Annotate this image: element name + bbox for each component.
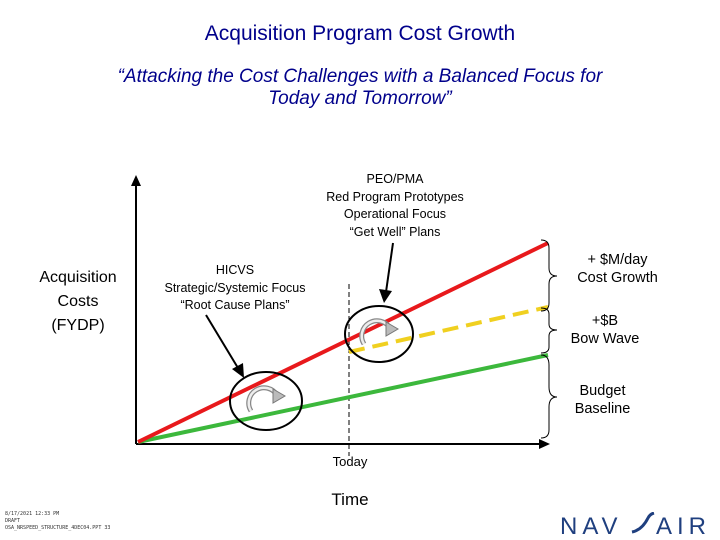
budget-baseline-line bbox=[137, 353, 549, 444]
slide-footer: 8/17/2021 12:33 PM DRAFT OSA_NRSPEED_STR… bbox=[5, 511, 110, 532]
brace-label-line: +$B bbox=[591, 313, 619, 329]
annotation-line: Strategic/Systemic Focus bbox=[164, 280, 306, 295]
peo-annotation: PEO/PMA Red Program Prototypes Operation… bbox=[290, 171, 500, 241]
page-title: Acquisition Program Cost Growth bbox=[204, 22, 516, 45]
annotation-line: PEO/PMA bbox=[366, 172, 424, 186]
subtitle-line: Today and Tomorrow” bbox=[268, 88, 452, 109]
y-axis-label: Acquisition Costs (FYDP) bbox=[22, 266, 134, 338]
brace-label-line: Baseline bbox=[574, 401, 631, 417]
bow-wave-brace bbox=[540, 307, 558, 354]
y-axis-label-line: (FYDP) bbox=[51, 317, 105, 334]
logo-text: NAV bbox=[560, 513, 623, 538]
brace-label-line: Cost Growth bbox=[577, 270, 658, 286]
y-axis-label-line: Costs bbox=[57, 293, 99, 310]
today-focus-circle bbox=[344, 305, 414, 363]
brace-label-line: Bow Wave bbox=[570, 331, 640, 347]
footer-line: OSA_NRSPEED_STRUCTURE_4DEC04.PPT 33 bbox=[5, 525, 111, 531]
cycle-arrow-icon bbox=[359, 318, 399, 346]
cost-growth-line bbox=[137, 241, 549, 444]
y-axis-label-line: Acquisition bbox=[39, 269, 117, 286]
x-axis-arrow bbox=[539, 439, 550, 449]
hicvs-annotation: HICVS Strategic/Systemic Focus “Root Cau… bbox=[140, 262, 330, 315]
annotation-line: Red Program Prototypes bbox=[326, 189, 464, 204]
bow-wave-label: +$B Bow Wave bbox=[555, 312, 655, 348]
footer-line: 8/17/2021 12:33 PM bbox=[5, 511, 60, 517]
bow-wave-line bbox=[348, 305, 549, 354]
footer-line: DRAFT bbox=[5, 518, 21, 524]
hicvs-pointer-arrow bbox=[205, 314, 239, 369]
annotation-line: HICVS bbox=[215, 263, 255, 277]
hicvs-pointer-arrowhead bbox=[232, 363, 244, 378]
cycle-arrow-icon bbox=[246, 385, 286, 413]
budget-baseline-label: Budget Baseline bbox=[555, 382, 650, 418]
today-label: Today bbox=[332, 454, 368, 469]
brace-label-line: Budget bbox=[579, 383, 626, 399]
navair-logo: NAV AIR bbox=[560, 512, 711, 538]
logo-swoosh bbox=[631, 512, 655, 534]
y-axis-arrow bbox=[131, 175, 141, 186]
svg-text:AIR: AIR bbox=[656, 513, 711, 538]
subtitle: “Attacking the Cost Challenges with a Ba… bbox=[40, 66, 680, 110]
subtitle-line: “Attacking the Cost Challenges with a Ba… bbox=[117, 66, 603, 87]
annotation-line: “Root Cause Plans” bbox=[180, 298, 290, 312]
cost-growth-brace bbox=[540, 239, 558, 312]
x-axis-label: Time bbox=[331, 490, 369, 509]
past-focus-circle bbox=[229, 371, 303, 431]
cost-growth-label: + $M/day Cost Growth bbox=[555, 251, 680, 287]
peo-pointer-arrow bbox=[385, 242, 394, 293]
annotation-line: Operational Focus bbox=[343, 207, 447, 221]
peo-pointer-arrowhead bbox=[379, 289, 392, 303]
brace-label-line: + $M/day bbox=[587, 252, 648, 268]
annotation-line: “Get Well” Plans bbox=[349, 224, 441, 239]
budget-baseline-brace bbox=[540, 354, 558, 439]
